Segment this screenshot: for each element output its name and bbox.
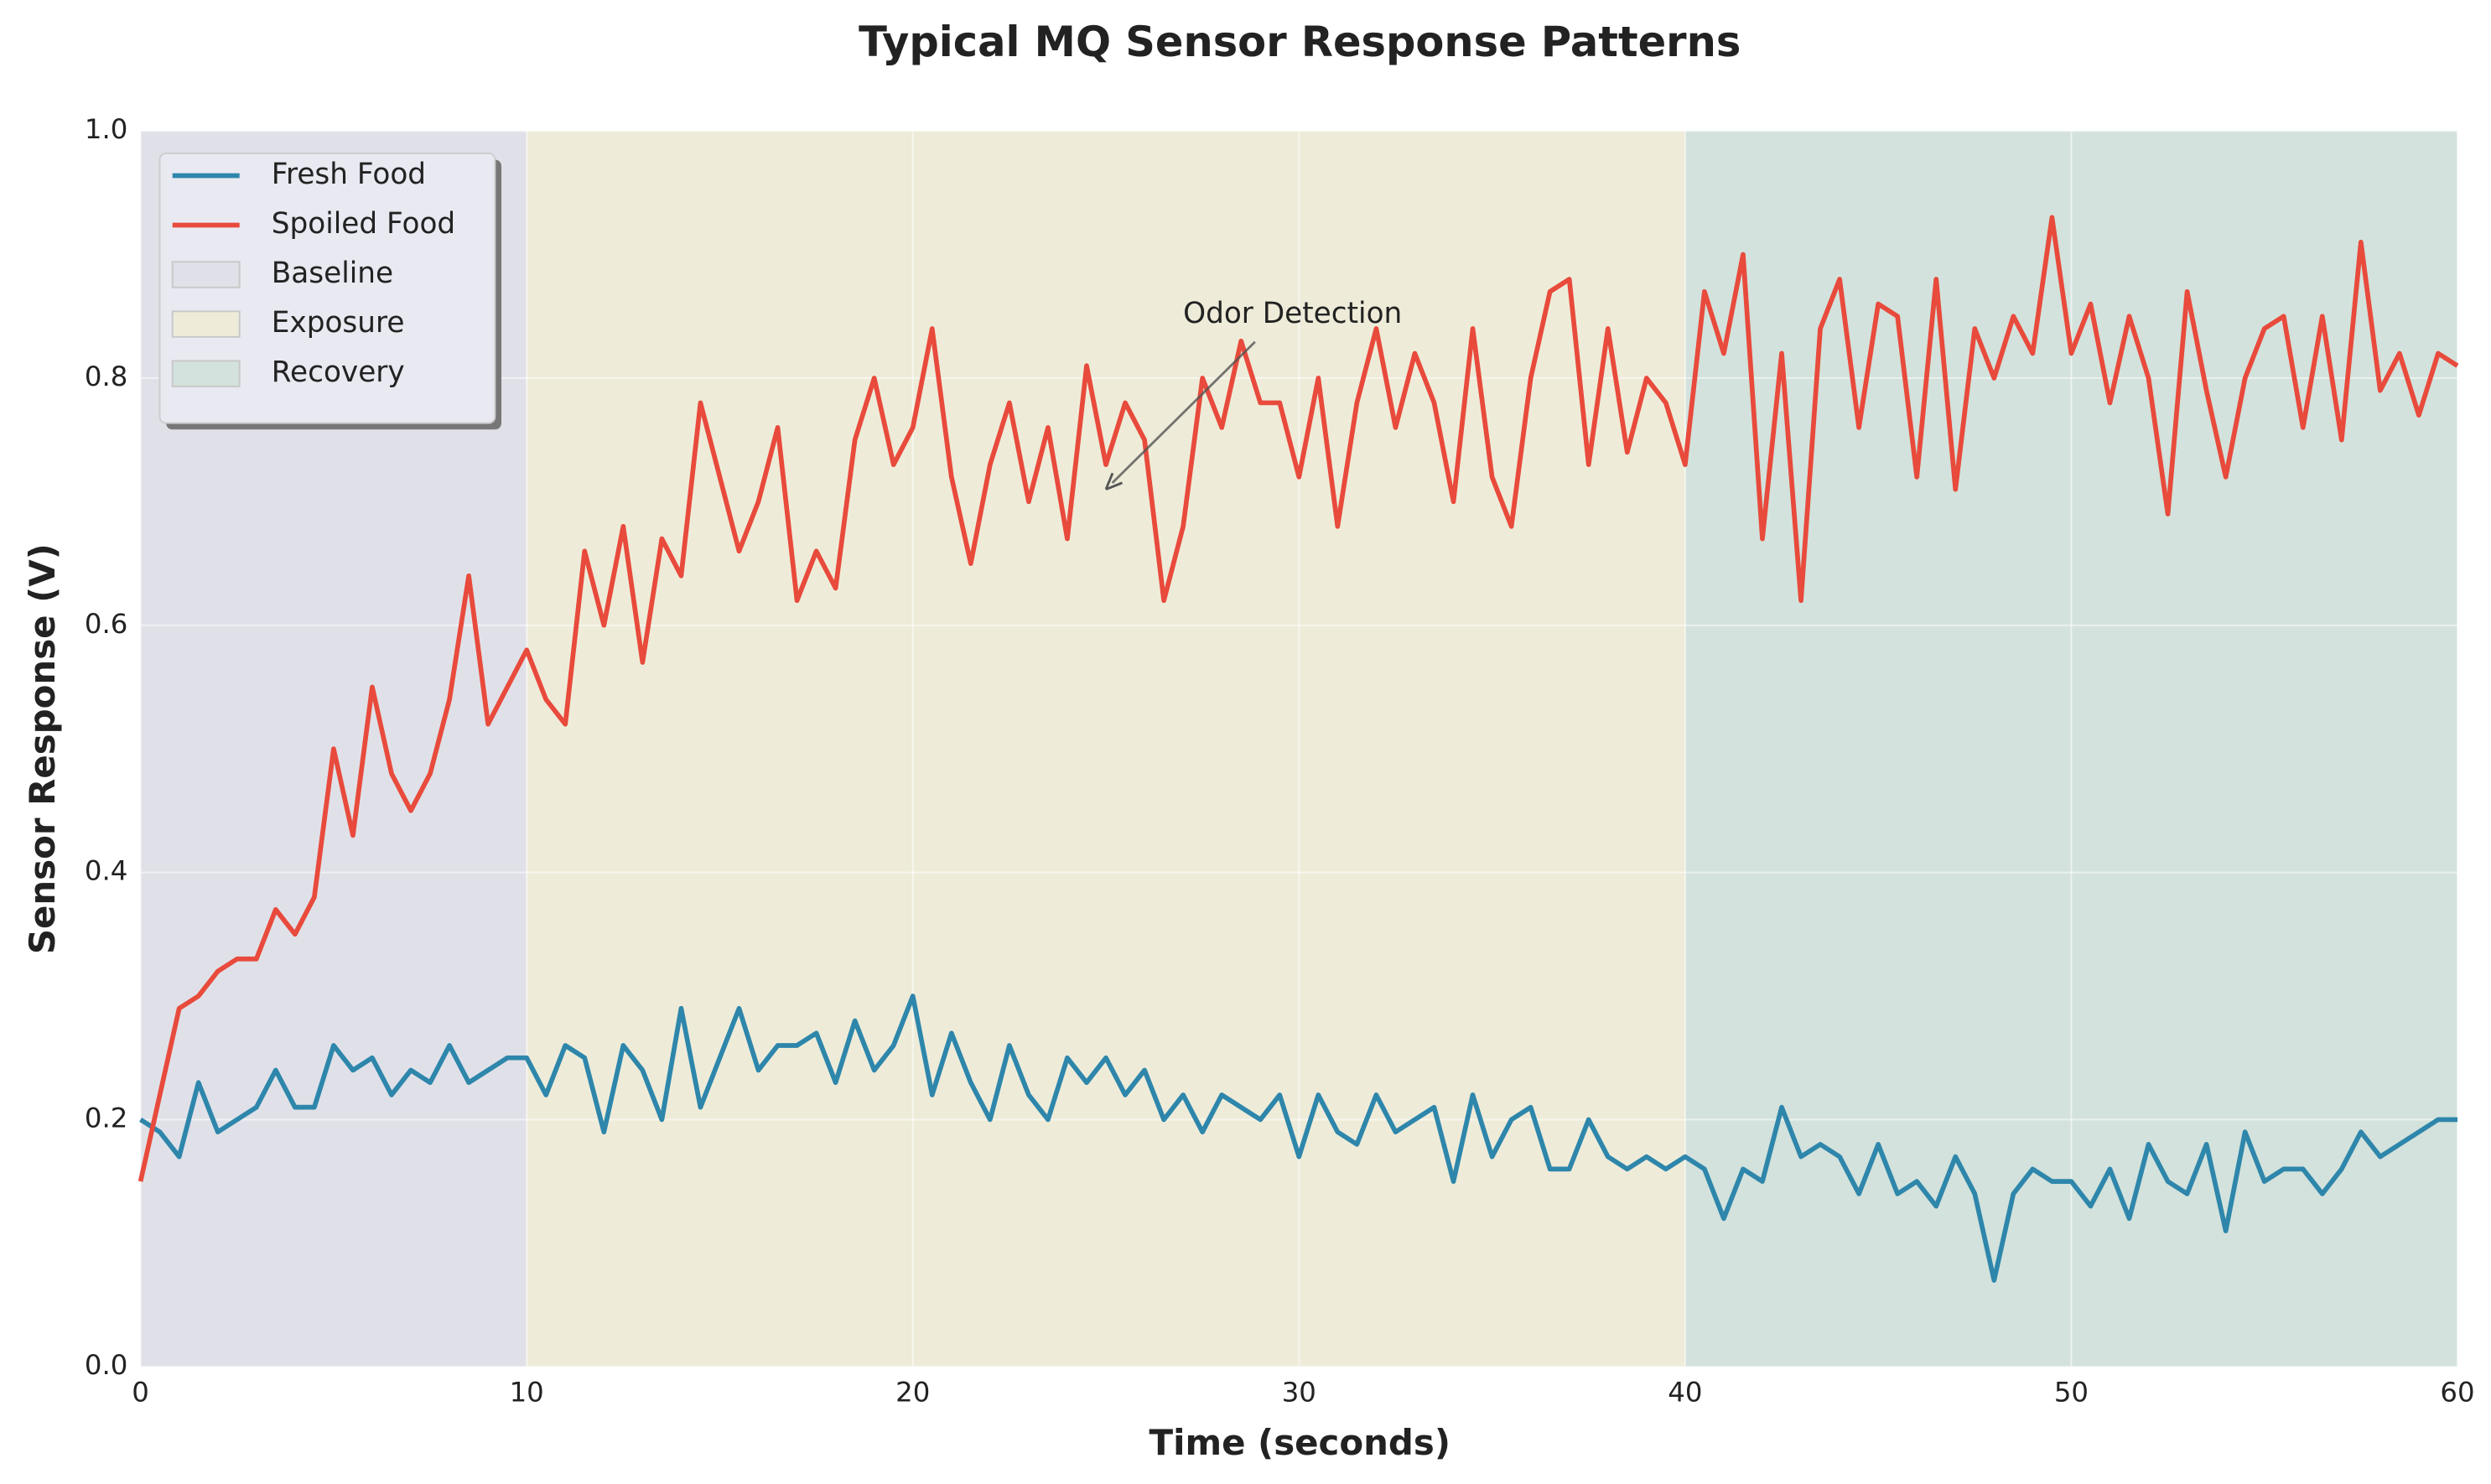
x-tick-label: 40 [1668,1377,1702,1409]
legend-label: Exposure [272,306,405,340]
annotation: Odor Detection [1183,297,1402,330]
x-axis-title: Time (seconds) [1149,1422,1450,1463]
y-axis-title: Sensor Response (V) [22,543,63,954]
y-tick-label: 0.4 [85,855,127,887]
legend-swatch [171,360,241,387]
y-tick-label: 0.8 [85,361,127,392]
x-tick-label: 10 [510,1377,544,1409]
series-line [138,215,2459,1182]
x-tick-label: 60 [2440,1377,2474,1409]
chart-title: Typical MQ Sensor Response Patterns [859,18,1741,66]
x-tick-label: 20 [895,1377,930,1409]
region [527,131,1685,1367]
x-tick-label: 50 [2054,1377,2089,1409]
annotation-arrowhead [1104,472,1124,490]
legend-box [158,152,496,424]
annotation-arrow [1111,340,1256,485]
legend-label: Baseline [272,257,393,290]
legend-swatch [171,261,241,288]
y-tick-label: 1.0 [85,113,127,145]
legend-label: Spoiled Food [272,207,455,241]
y-tick-label: 0.6 [85,608,127,640]
x-tick-label: 0 [132,1377,149,1409]
y-tick-label: 0.2 [85,1102,127,1134]
y-tick-label: 0.0 [85,1349,127,1381]
x-tick-label: 30 [1282,1377,1316,1409]
legend-label: Fresh Food [272,158,426,191]
series-line [139,994,2457,1283]
legend-swatch [171,310,241,338]
legend-label: Recovery [272,355,405,389]
